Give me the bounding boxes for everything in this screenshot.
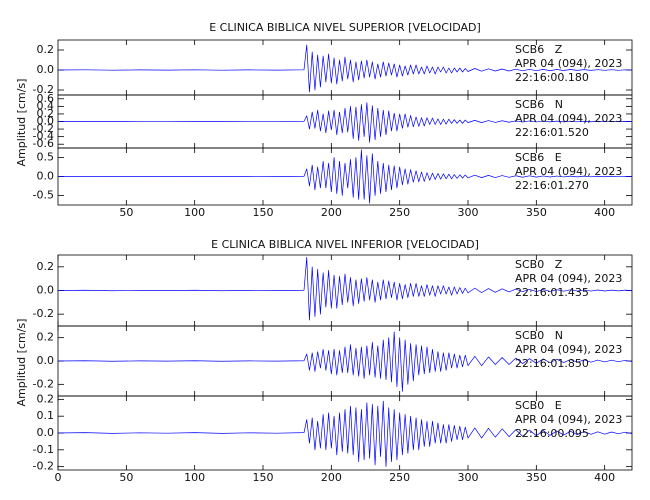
- y-tick-label: 0.2: [37, 260, 55, 273]
- y-tick-label: -0.6: [33, 137, 54, 150]
- y-tick-label: 0.1: [37, 409, 55, 422]
- y-tick-label: -0.2: [33, 122, 54, 135]
- x-tick-label: 100: [184, 206, 205, 219]
- y-tick-label: -0.2: [33, 83, 54, 96]
- y-tick-label: 0.0: [37, 170, 55, 183]
- date-label: APR 04 (094), 2023: [515, 112, 622, 125]
- x-tick-label: 400: [594, 206, 615, 219]
- x-tick-label: 400: [594, 471, 615, 484]
- chart-title: E CLINICA BIBLICA NIVEL INFERIOR [VELOCI…: [211, 238, 479, 251]
- time-label: 22:16:01.850: [515, 357, 589, 370]
- date-label: APR 04 (094), 2023: [515, 57, 622, 70]
- y-tick-label: -0.2: [33, 377, 54, 390]
- x-tick-label: 300: [458, 471, 479, 484]
- x-tick-label: 200: [321, 471, 342, 484]
- waveform: [57, 102, 633, 143]
- y-tick-label: -0.2: [33, 307, 54, 320]
- date-label: APR 04 (094), 2023: [515, 343, 622, 356]
- y-tick-label: -0.4: [33, 130, 54, 143]
- station-label: SCB0 E: [515, 399, 562, 412]
- y-tick-label: 0.4: [37, 99, 55, 112]
- x-tick-label: 0: [55, 471, 62, 484]
- y-tick-label: 0.2: [37, 107, 55, 120]
- y-tick-label: 0.0: [37, 354, 55, 367]
- y-tick-label: 0.0: [37, 284, 55, 297]
- x-tick-label: 150: [253, 206, 274, 219]
- x-tick-label: 300: [458, 206, 479, 219]
- x-tick-label: 100: [184, 471, 205, 484]
- date-label: APR 04 (094), 2023: [515, 272, 622, 285]
- x-tick-label: 350: [526, 471, 547, 484]
- waveform: [57, 149, 633, 204]
- time-label: 22:16:01.520: [515, 126, 589, 139]
- station-label: SCB6 Z: [515, 43, 563, 56]
- date-label: APR 04 (094), 2023: [515, 165, 622, 178]
- y-tick-label: 0.2: [37, 392, 55, 405]
- y-tick-label: -0.5: [33, 189, 54, 202]
- y-tick-label: 0.0: [37, 63, 55, 76]
- y-tick-label: 0.0: [37, 115, 55, 128]
- y-tick-label: 0.6: [37, 92, 55, 105]
- y-axis-label: Amplitud [cm/s]: [15, 79, 28, 167]
- x-tick-label: 250: [389, 206, 410, 219]
- station-label: SCB0 N: [515, 329, 563, 342]
- station-label: SCB0 Z: [515, 258, 563, 271]
- waveform: [57, 400, 633, 467]
- waveform: [57, 44, 633, 93]
- time-label: 22:16:01.435: [515, 286, 589, 299]
- y-tick-label: -0.1: [33, 443, 54, 456]
- time-label: 22:16:00.095: [515, 427, 589, 440]
- date-label: APR 04 (094), 2023: [515, 413, 622, 426]
- y-axis-label: Amplitud [cm/s]: [15, 319, 28, 407]
- x-tick-label: 50: [119, 206, 133, 219]
- x-tick-label: 350: [526, 206, 547, 219]
- y-tick-label: 0.0: [37, 426, 55, 439]
- time-label: 22:16:00.180: [515, 71, 589, 84]
- x-tick-label: 50: [119, 471, 133, 484]
- y-tick-label: 0.5: [37, 151, 55, 164]
- waveform: [57, 257, 633, 321]
- chart-title: E CLINICA BIBLICA NIVEL SUPERIOR [VELOCI…: [209, 21, 481, 34]
- x-tick-label: 200: [321, 206, 342, 219]
- time-label: 22:16:01.270: [515, 179, 589, 192]
- x-tick-label: 250: [389, 471, 410, 484]
- station-label: SCB6 E: [515, 151, 562, 164]
- y-tick-label: -0.2: [33, 460, 54, 473]
- y-tick-label: 0.2: [37, 43, 55, 56]
- station-label: SCB6 N: [515, 98, 563, 111]
- x-tick-label: 150: [253, 471, 274, 484]
- waveform: [57, 331, 633, 392]
- y-tick-label: 0.2: [37, 331, 55, 344]
